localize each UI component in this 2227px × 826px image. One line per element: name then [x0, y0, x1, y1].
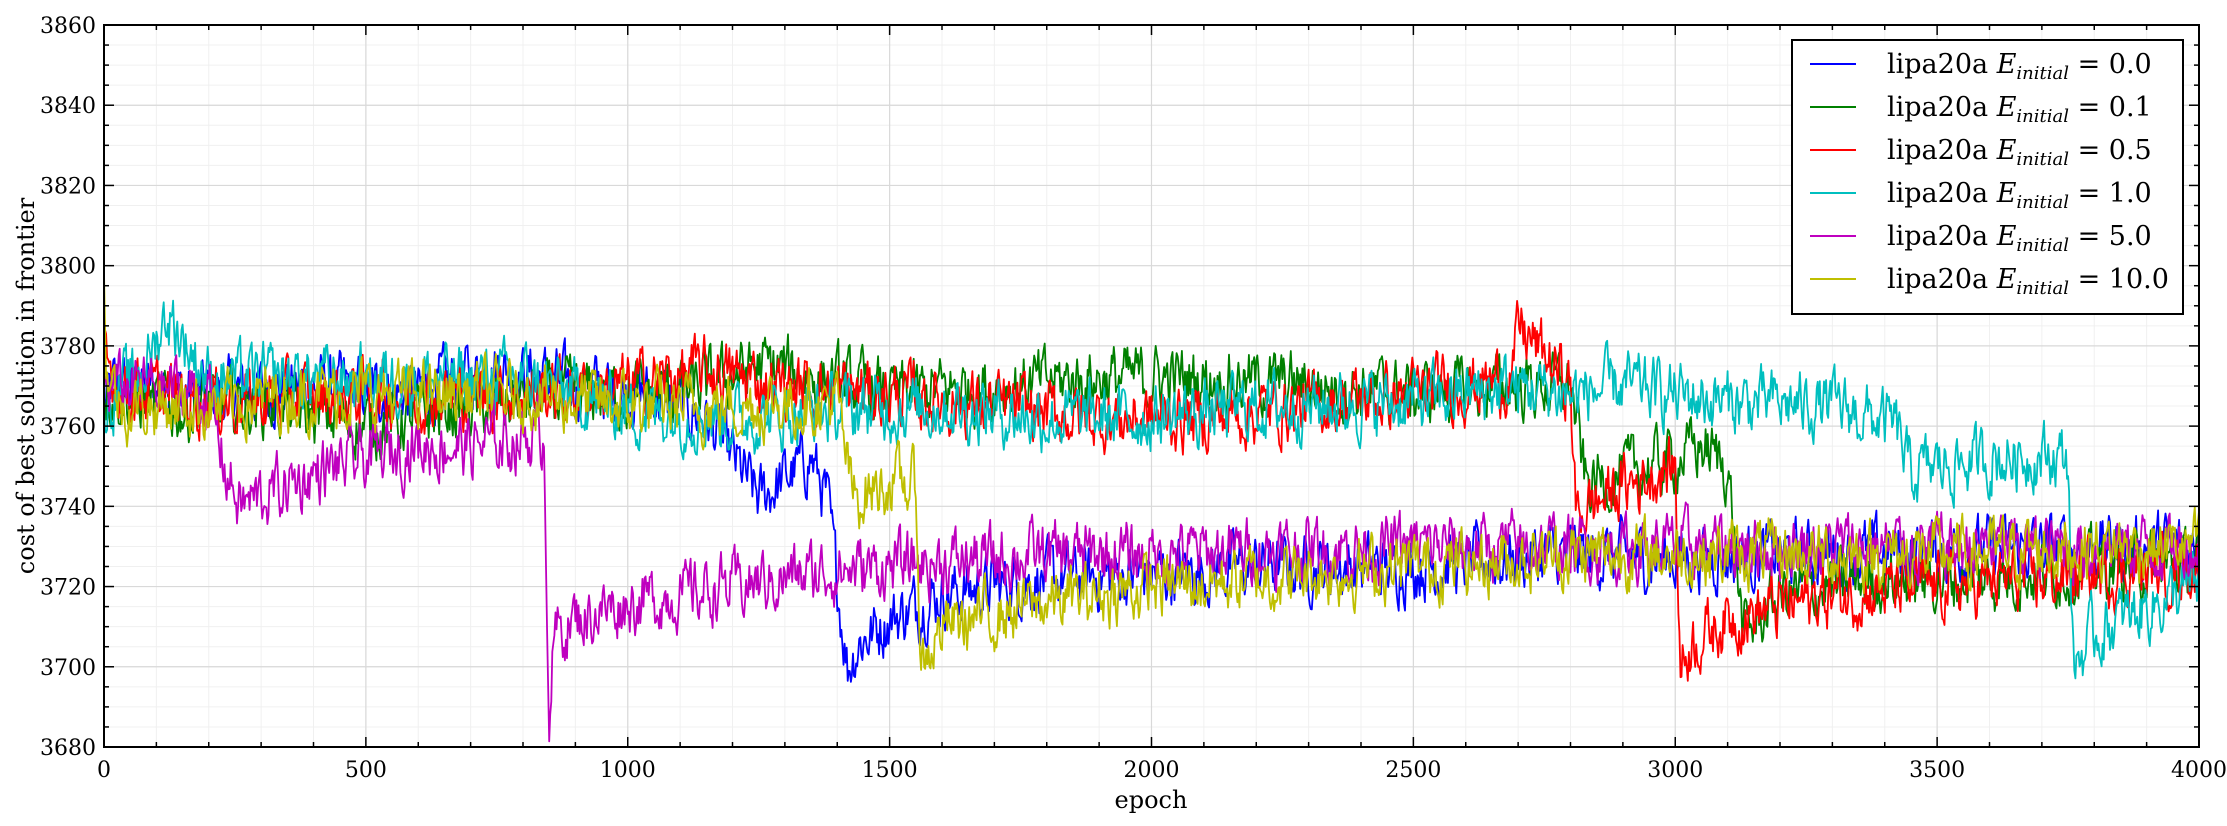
series-line-4 — [104, 347, 2199, 743]
x-tick-label: 1500 — [862, 758, 918, 783]
x-tick-label: 1000 — [600, 758, 656, 783]
x-tick-label: 2500 — [1385, 758, 1441, 783]
y-tick-label: 3680 — [40, 736, 96, 761]
series-line-3 — [104, 299, 2199, 680]
y-tick-label: 3860 — [40, 14, 96, 39]
x-tick-label: 2000 — [1124, 758, 1180, 783]
legend-label-2: lipa20a Einitial = 0.5 — [1887, 135, 2152, 170]
x-tick-label: 3500 — [1909, 758, 1965, 783]
x-tick-label: 500 — [345, 758, 387, 783]
series-layer — [104, 272, 2199, 743]
series-line-5 — [104, 272, 2199, 671]
x-tick-label: 3000 — [1647, 758, 1703, 783]
y-tick-label: 3780 — [40, 335, 96, 360]
legend-label-3: lipa20a Einitial = 1.0 — [1887, 178, 2152, 213]
y-axis-title: cost of best solution in frontier — [12, 197, 40, 574]
y-tick-labels: 3680 3700 3720 3740 3760 3780 3800 3820 3840 3860 — [40, 14, 96, 761]
y-tick-label: 3760 — [40, 415, 96, 440]
y-tick-label: 3740 — [40, 495, 96, 520]
legend-label-1: lipa20a Einitial = 0.1 — [1887, 92, 2152, 127]
x-tick-label: 4000 — [2171, 758, 2227, 783]
x-tick-labels: 0 500 1000 1500 2000 2500 3000 3500 4000 — [97, 758, 2227, 783]
axis-ticks — [103, 24, 2200, 748]
y-tick-label: 3720 — [40, 576, 96, 601]
x-axis-title: epoch — [1115, 786, 1188, 814]
legend-box — [1791, 39, 2184, 315]
y-tick-label: 3840 — [40, 94, 96, 119]
legend-label-4: lipa20a Einitial = 5.0 — [1887, 221, 2152, 256]
legend-label-0: lipa20a Einitial = 0.0 — [1887, 49, 2152, 84]
legend-label-5: lipa20a Einitial = 10.0 — [1887, 264, 2169, 299]
y-tick-label: 3800 — [40, 255, 96, 280]
y-tick-label: 3700 — [40, 656, 96, 681]
legend: lipa20a Einitial = 0.0 lipa20a Einitial =… — [1791, 39, 2184, 315]
x-tick-label: 0 — [97, 758, 111, 783]
y-tick-label: 3820 — [40, 174, 96, 199]
